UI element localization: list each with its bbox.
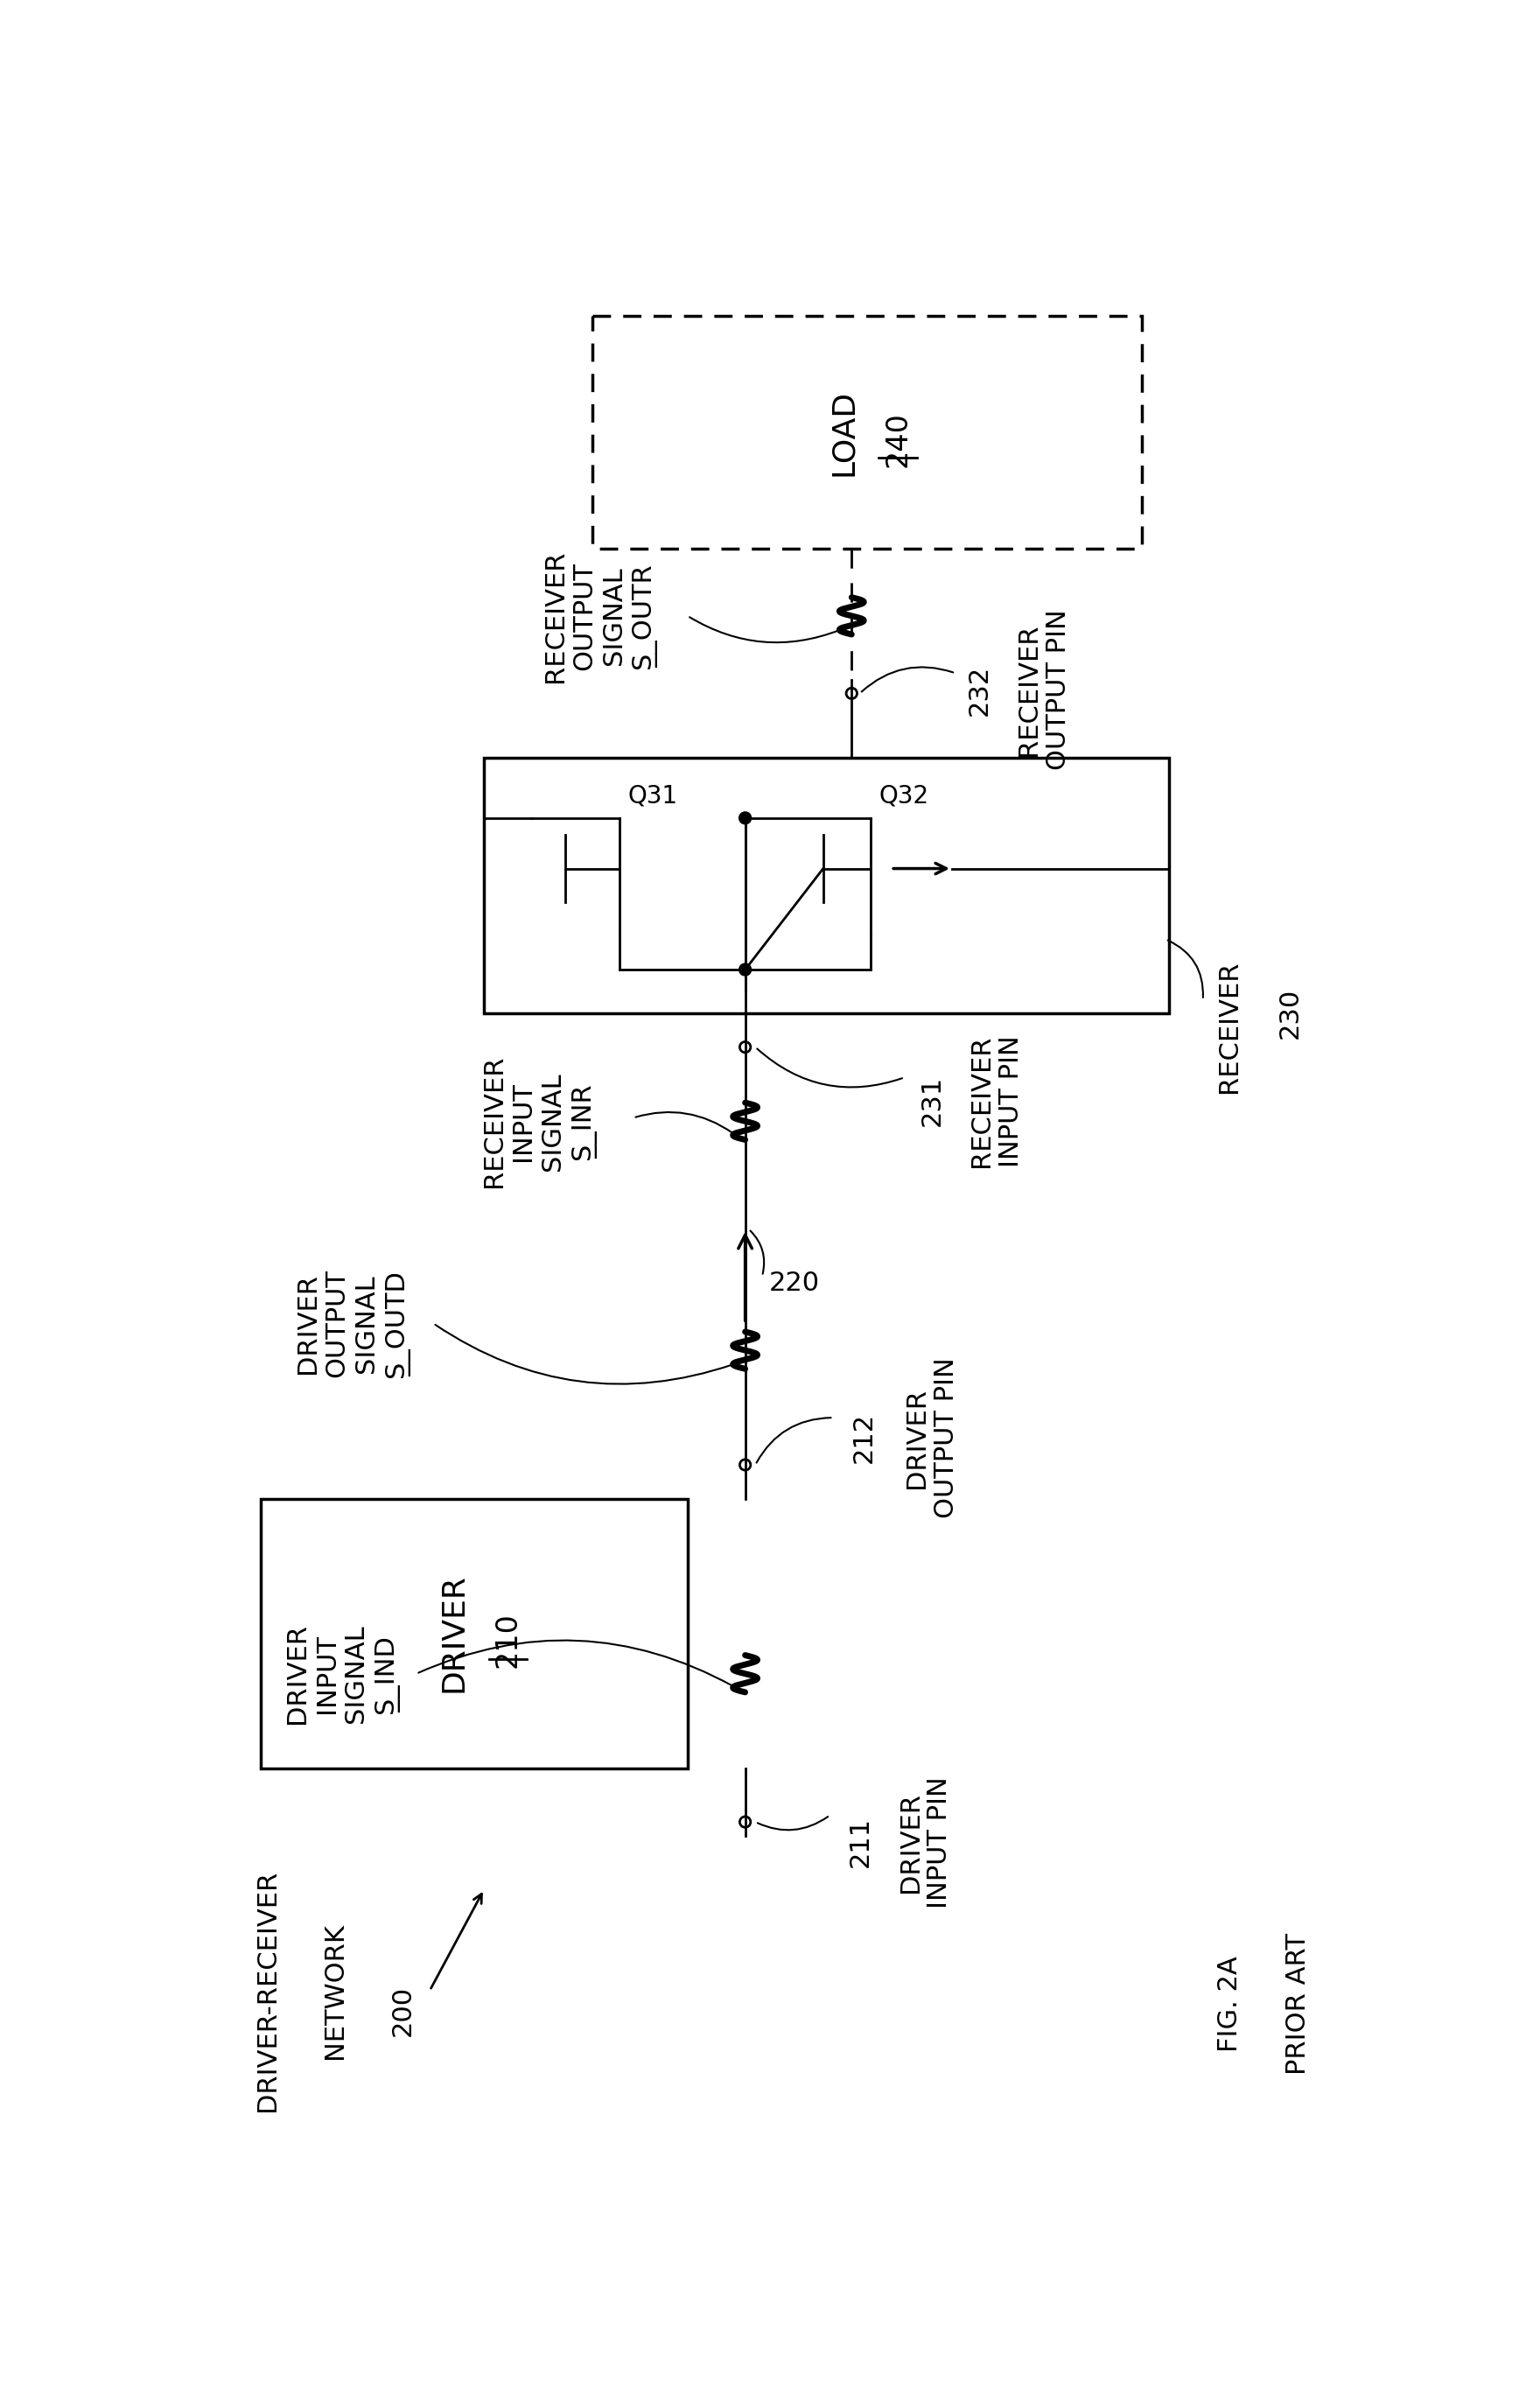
Text: RECEIVER
OUTPUT PIN: RECEIVER OUTPUT PIN — [1016, 610, 1070, 771]
Text: RECEIVER
OUTPUT
SIGNAL
S̲_OUTR: RECEIVER OUTPUT SIGNAL S̲_OUTR — [542, 550, 656, 683]
Circle shape — [739, 812, 752, 824]
Text: NETWORK: NETWORK — [322, 1921, 348, 2060]
Text: DRIVER
INPUT
SIGNAL
S̲_IND: DRIVER INPUT SIGNAL S̲_IND — [285, 1624, 399, 1724]
Text: Q32: Q32 — [879, 783, 929, 807]
Text: 200: 200 — [390, 1986, 416, 2036]
Circle shape — [739, 964, 752, 976]
Text: 240: 240 — [884, 412, 912, 467]
Text: 212: 212 — [852, 1412, 876, 1464]
Text: 231: 231 — [919, 1076, 944, 1126]
Bar — [484, 757, 1169, 1014]
Text: RECEIVER
INPUT PIN: RECEIVER INPUT PIN — [969, 1036, 1024, 1167]
Text: DRIVER
INPUT PIN: DRIVER INPUT PIN — [898, 1776, 952, 1907]
Text: 211: 211 — [847, 1817, 873, 1867]
Bar — [260, 1498, 687, 1769]
Text: Q31: Q31 — [628, 783, 678, 807]
Text: DRIVER: DRIVER — [439, 1574, 468, 1693]
Text: RECEIVER: RECEIVER — [1217, 960, 1241, 1093]
Text: RECEIVER
INPUT
SIGNAL
S̲_INR: RECEIVER INPUT SIGNAL S̲_INR — [480, 1055, 596, 1188]
Text: DRIVER-RECEIVER: DRIVER-RECEIVER — [254, 1869, 280, 2112]
Bar — [593, 317, 1141, 548]
Text: DRIVER
OUTPUT
SIGNAL
S̲_OUTD: DRIVER OUTPUT SIGNAL S̲_OUTD — [294, 1269, 410, 1379]
Text: FIG. 2A: FIG. 2A — [1217, 1955, 1243, 2052]
Text: PRIOR ART: PRIOR ART — [1286, 1933, 1311, 2074]
Text: 230: 230 — [1278, 988, 1303, 1038]
Text: 210: 210 — [493, 1612, 522, 1669]
Text: 220: 220 — [768, 1269, 819, 1295]
Text: LOAD: LOAD — [829, 388, 858, 476]
Text: 232: 232 — [967, 664, 992, 714]
Text: DRIVER
OUTPUT PIN: DRIVER OUTPUT PIN — [904, 1357, 959, 1519]
